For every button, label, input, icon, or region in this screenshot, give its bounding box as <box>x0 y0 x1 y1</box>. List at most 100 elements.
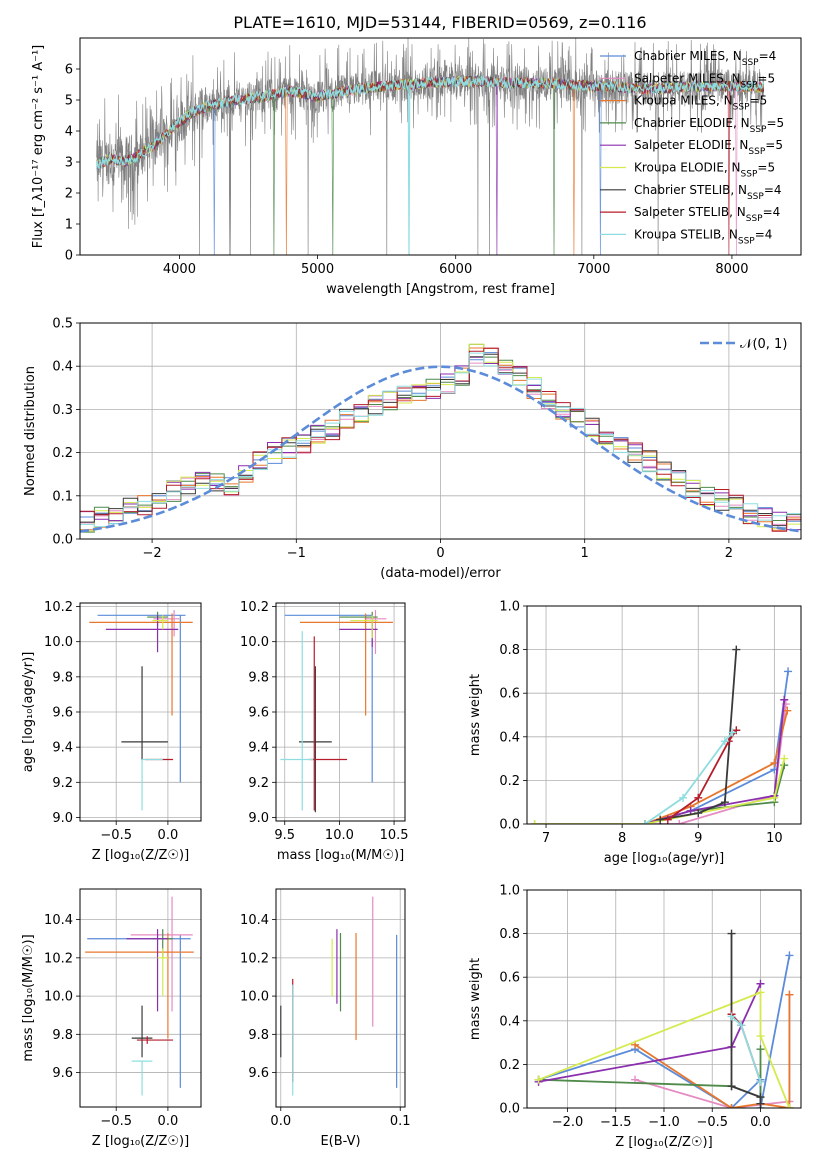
weight-line <box>538 955 791 1108</box>
y-tick-label: 2 <box>65 187 73 202</box>
plus-marker <box>727 1012 736 1021</box>
mass-vs-EBV-frame <box>275 888 406 1108</box>
legend-subscript: SSP <box>733 103 750 113</box>
weight-line <box>538 991 791 1108</box>
plus-marker <box>785 990 794 999</box>
plus-marker <box>640 820 649 824</box>
y-tick-label: 0.8 <box>499 927 520 942</box>
legend-nssp: =5 <box>757 161 775 175</box>
mass-vs-EBV-xlabel: E(B-V) <box>320 1134 360 1149</box>
legend-subscript: SSP <box>741 170 758 180</box>
y-tick-label: 1.0 <box>499 884 520 899</box>
y-tick-label: 5 <box>65 94 73 109</box>
y-tick-label: 10.2 <box>240 951 269 966</box>
weight-vs-Z-frame <box>526 889 802 1109</box>
plus-marker <box>783 706 792 715</box>
y-tick-label: 0.4 <box>52 360 73 375</box>
y-tick-label: 10.2 <box>44 951 73 966</box>
plus-marker <box>530 820 539 824</box>
y-tick-label: 0.0 <box>499 818 520 833</box>
y-tick-label: 0.2 <box>52 446 73 461</box>
x-tick-label: 10.5 <box>380 828 409 843</box>
age-vs-Z-plot-area <box>89 610 193 811</box>
plus-marker <box>732 645 741 654</box>
weight-line <box>534 758 786 824</box>
x-tick-label: −2 <box>143 546 162 561</box>
x-tick-label: 0.1 <box>390 1114 411 1129</box>
plus-marker <box>679 793 688 802</box>
x-tick-label: 4000 <box>163 262 196 277</box>
spectrum-xlabel: wavelength [Angstrom, rest frame] <box>326 282 555 297</box>
plus-marker <box>785 1104 794 1108</box>
plus-marker <box>737 1021 746 1030</box>
age-vs-Z-grid <box>80 603 201 821</box>
weight-line <box>538 1049 762 1099</box>
weight-line <box>644 699 786 824</box>
legend-entry: Chabrier MILES, NSSP=4 <box>634 49 776 68</box>
x-tick-label: 1 <box>581 546 589 561</box>
y-tick-label: 9.4 <box>52 741 73 756</box>
legend-entry: 𝒩(0, 1) <box>740 337 787 352</box>
x-tick-label: 5000 <box>301 262 334 277</box>
y-tick-label: 0.5 <box>52 317 73 332</box>
y-tick-label: 0.6 <box>499 971 520 986</box>
y-tick-label: 10.0 <box>240 635 269 650</box>
y-tick-label: 9.6 <box>248 1066 269 1081</box>
plus-marker <box>727 929 736 938</box>
spectrum-ylabel: Flux [f_λ10⁻¹⁷ erg cm⁻² s⁻¹ A⁻¹] <box>31 45 46 249</box>
residuals-plot-area <box>80 343 801 536</box>
plus-marker <box>675 820 684 824</box>
y-tick-label: 9.4 <box>248 741 269 756</box>
x-tick-label: 9.5 <box>274 828 295 843</box>
legend-subscript: SSP <box>748 147 765 157</box>
legend-entry: Chabrier STELIB, NSSP=4 <box>634 183 782 202</box>
legend-nssp: =4 <box>759 49 777 63</box>
residual-histogram <box>80 347 801 535</box>
weight-vs-age-xlabel: age [log₁₀(age/yr)] <box>604 851 725 866</box>
legend-entry: Salpeter ELODIE, NSSP=5 <box>634 138 783 157</box>
y-tick-label: 9.8 <box>248 1028 269 1043</box>
y-tick-label: 10.0 <box>44 635 73 650</box>
residuals-frame <box>79 322 802 540</box>
y-tick-label: 10.0 <box>44 990 73 1005</box>
mass-vs-EBV-plot-area <box>280 896 398 1096</box>
legend-nssp: =4 <box>763 205 781 219</box>
y-tick-label: 9.6 <box>52 706 73 721</box>
plus-marker <box>756 1045 765 1054</box>
legend-entry: Salpeter STELIB, NSSP=4 <box>634 205 780 224</box>
x-tick-label: −0.5 <box>100 1114 132 1129</box>
plus-marker <box>656 815 665 824</box>
residuals-xlabel: (data-model)/error <box>380 566 501 581</box>
y-tick-label: 4 <box>65 125 73 140</box>
x-tick-label: −2.0 <box>552 1115 584 1130</box>
y-tick-label: 9.0 <box>248 811 269 826</box>
y-tick-label: 0.8 <box>499 643 520 658</box>
plus-marker <box>785 951 794 960</box>
x-tick-label: −1.0 <box>648 1115 680 1130</box>
plus-marker <box>727 1104 736 1108</box>
mass-vs-Z-xlabel: Z [log₁₀(Z/Z☉)] <box>92 1134 189 1149</box>
plus-marker <box>784 667 793 676</box>
y-tick-label: 10.2 <box>44 600 73 615</box>
age-vs-Z-ylabel: age [log₁₀(age/yr)] <box>21 652 36 773</box>
plus-marker <box>694 793 703 802</box>
weight-vs-age-ylabel: mass weight <box>468 674 483 756</box>
y-tick-label: 9.6 <box>52 1066 73 1081</box>
plus-marker <box>720 737 729 746</box>
mass-vs-Z-ylabel: mass [log₁₀(M/M☉)] <box>21 934 36 1061</box>
y-tick-label: 9.2 <box>52 776 73 791</box>
legend-nssp: =5 <box>757 71 775 85</box>
mass-vs-Z-frame <box>79 888 202 1108</box>
weight-vs-Z-plot-area <box>534 929 794 1108</box>
data-spectrum <box>96 38 764 255</box>
x-tick-label: −0.5 <box>100 828 132 843</box>
y-tick-label: 0 <box>65 249 73 264</box>
y-tick-label: 0.0 <box>52 533 73 548</box>
figure-title: PLATE=1610, MJD=53144, FIBERID=0569, z=0… <box>233 13 646 32</box>
y-tick-label: 1.0 <box>499 600 520 615</box>
weight-line <box>730 1015 762 1083</box>
age-vs-Z-frame <box>79 602 202 822</box>
y-tick-label: 9.0 <box>52 811 73 826</box>
x-tick-label: 2 <box>725 546 733 561</box>
